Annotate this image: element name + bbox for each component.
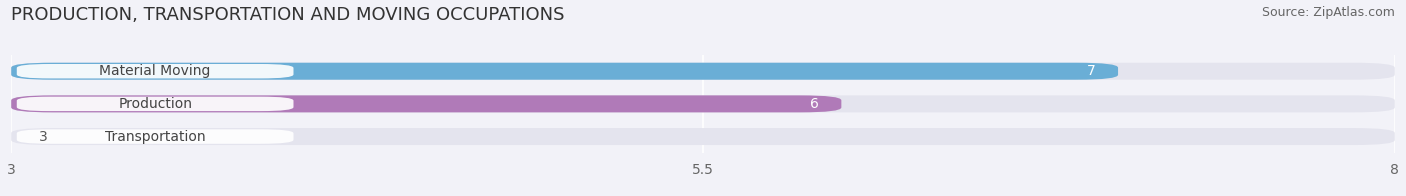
Text: Source: ZipAtlas.com: Source: ZipAtlas.com	[1261, 6, 1395, 19]
Text: Material Moving: Material Moving	[100, 64, 211, 78]
FancyBboxPatch shape	[17, 64, 294, 78]
Text: 6: 6	[810, 97, 820, 111]
FancyBboxPatch shape	[17, 129, 294, 144]
Text: PRODUCTION, TRANSPORTATION AND MOVING OCCUPATIONS: PRODUCTION, TRANSPORTATION AND MOVING OC…	[11, 6, 565, 24]
FancyBboxPatch shape	[11, 128, 1395, 145]
FancyBboxPatch shape	[17, 97, 294, 111]
FancyBboxPatch shape	[11, 63, 1395, 80]
FancyBboxPatch shape	[11, 95, 841, 112]
Text: Production: Production	[118, 97, 193, 111]
FancyBboxPatch shape	[11, 63, 1118, 80]
Text: Transportation: Transportation	[105, 130, 205, 143]
FancyBboxPatch shape	[11, 95, 1395, 112]
Text: 3: 3	[39, 130, 48, 143]
Text: 7: 7	[1087, 64, 1095, 78]
